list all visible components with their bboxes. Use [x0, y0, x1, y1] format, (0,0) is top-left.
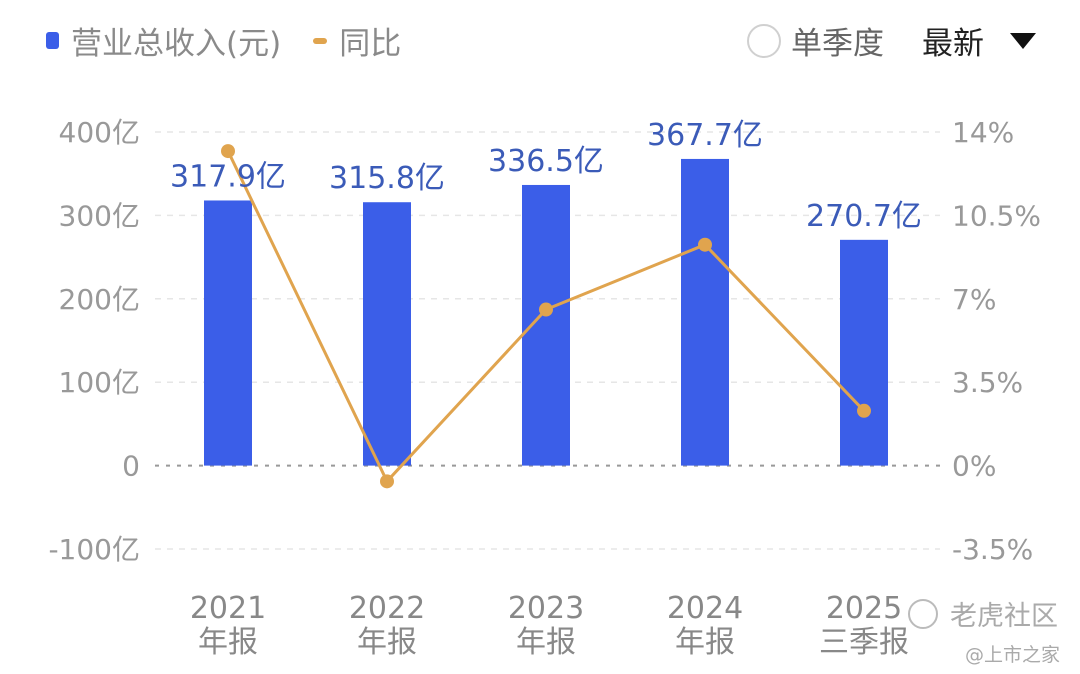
single-quarter-label[interactable]: 单季度	[791, 26, 884, 62]
right-tick-label: 7%	[952, 283, 996, 316]
legend-bar-swatch	[46, 32, 59, 49]
left-tick-label: 400亿	[59, 116, 140, 149]
left-tick-label: 100亿	[59, 366, 140, 399]
bar-data-label: 336.5亿	[488, 144, 604, 179]
yoy-point	[539, 302, 553, 317]
bar-data-label: 367.7亿	[647, 118, 763, 153]
watermark-logo: 老虎社区	[908, 594, 1058, 633]
left-tick-label: 200亿	[59, 283, 140, 316]
right-tick-label: 3.5%	[952, 366, 1023, 399]
triangle-down-icon[interactable]	[1010, 32, 1036, 49]
bar	[204, 200, 252, 466]
right-tick-label: 10.5%	[952, 199, 1041, 232]
x-tick-label: 2023	[508, 591, 584, 626]
bar	[522, 184, 570, 466]
x-tick-sublabel: 年报	[198, 625, 258, 660]
right-tick-label: -3.5%	[952, 533, 1033, 566]
left-tick-label: 0	[122, 450, 140, 483]
controls: 单季度 最新	[747, 18, 1036, 63]
single-quarter-radio[interactable]	[747, 23, 781, 58]
x-tick-sublabel: 年报	[357, 625, 417, 660]
bar-data-label: 270.7亿	[806, 199, 922, 234]
x-tick-sublabel: 三季报	[819, 625, 909, 660]
legend: 营业总收入(元) 同比	[46, 18, 401, 63]
right-tick-label: 0%	[952, 450, 996, 483]
bar-data-label: 317.9亿	[170, 159, 286, 194]
legend-line-label[interactable]: 同比	[339, 26, 402, 62]
tiger-logo-icon	[908, 598, 938, 629]
x-tick-label: 2022	[349, 591, 425, 626]
yoy-point	[698, 237, 712, 252]
yoy-point	[857, 403, 871, 418]
left-tick-label: 300亿	[59, 199, 140, 232]
legend-bar-label[interactable]: 营业总收入(元)	[71, 26, 282, 62]
bar	[681, 158, 729, 466]
right-tick-label: 14%	[952, 116, 1014, 149]
x-tick-label: 2025	[826, 591, 902, 626]
yoy-point	[380, 474, 394, 489]
bar	[363, 202, 411, 466]
x-tick-sublabel: 年报	[516, 625, 576, 660]
legend-line-swatch	[313, 37, 328, 44]
watermark-text: 老虎社区	[950, 601, 1058, 632]
x-tick-sublabel: 年报	[675, 625, 735, 660]
watermark-account: @上市之家	[965, 644, 1061, 666]
yoy-point	[221, 144, 235, 159]
x-tick-label: 2024	[667, 591, 743, 626]
bar-data-label: 315.8亿	[329, 161, 445, 196]
sort-select-label[interactable]: 最新	[922, 26, 984, 62]
x-tick-label: 2021	[190, 591, 266, 626]
left-tick-label: -100亿	[48, 533, 140, 566]
bar	[840, 239, 888, 466]
